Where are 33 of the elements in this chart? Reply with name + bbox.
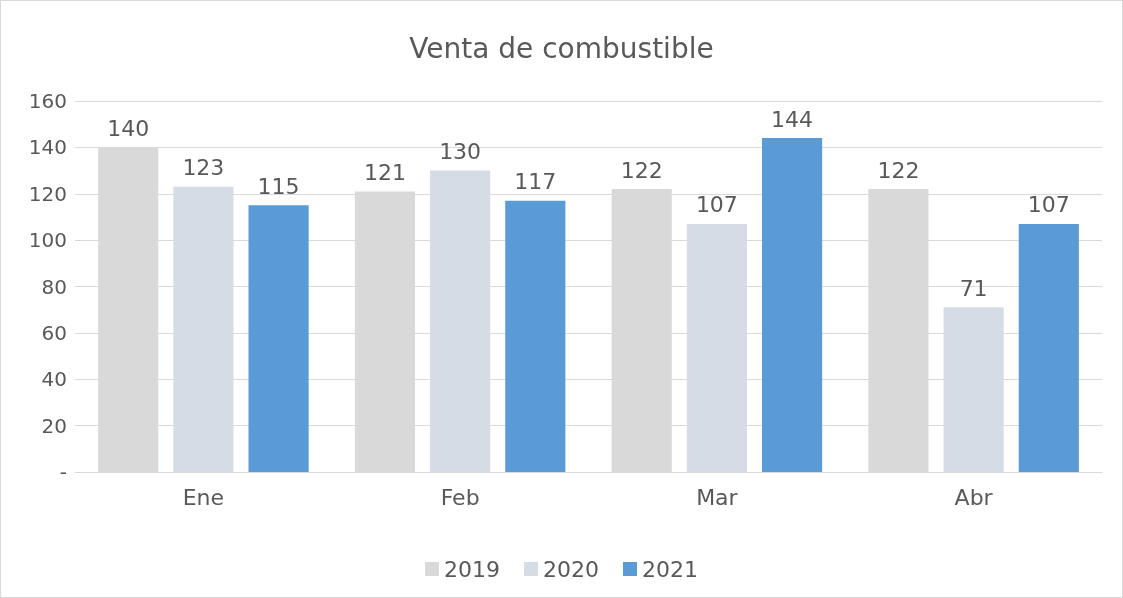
- data-label: 144: [771, 106, 814, 132]
- y-tick-label: 20: [41, 413, 67, 438]
- bar: [248, 205, 309, 472]
- bar: [505, 200, 566, 472]
- data-label: 123: [182, 155, 225, 181]
- y-tick-label: 40: [41, 367, 67, 392]
- y-tick-label: -: [59, 460, 67, 484]
- y-tick-label: 80: [41, 274, 67, 299]
- bar: [1018, 223, 1079, 472]
- legend-label: 2020: [543, 556, 600, 582]
- y-tick-label: 140: [28, 135, 67, 160]
- data-label: 117: [514, 169, 557, 195]
- chart-title: Venta de combustible: [409, 31, 714, 65]
- legend-label: 2021: [641, 556, 698, 582]
- data-label: 115: [257, 173, 300, 199]
- data-label: 140: [107, 115, 150, 141]
- x-tick-label: Ene: [182, 484, 225, 510]
- y-tick-label: 120: [28, 181, 67, 206]
- data-label: 122: [620, 157, 663, 183]
- x-tick-label: Feb: [440, 484, 480, 510]
- data-label: 71: [959, 275, 988, 301]
- data-label: 107: [1027, 192, 1070, 218]
- data-label: 107: [695, 192, 738, 218]
- data-label: 130: [439, 139, 482, 165]
- y-tick-label: 60: [41, 320, 67, 345]
- y-tick-label: 100: [28, 228, 67, 253]
- legend-label: 2019: [444, 556, 501, 582]
- bar: [761, 138, 823, 472]
- x-tick-label: Mar: [696, 484, 739, 510]
- data-label: 121: [363, 159, 406, 185]
- x-tick-label: Abr: [954, 484, 994, 510]
- data-label: 122: [877, 157, 920, 183]
- y-tick-label: 160: [28, 89, 67, 113]
